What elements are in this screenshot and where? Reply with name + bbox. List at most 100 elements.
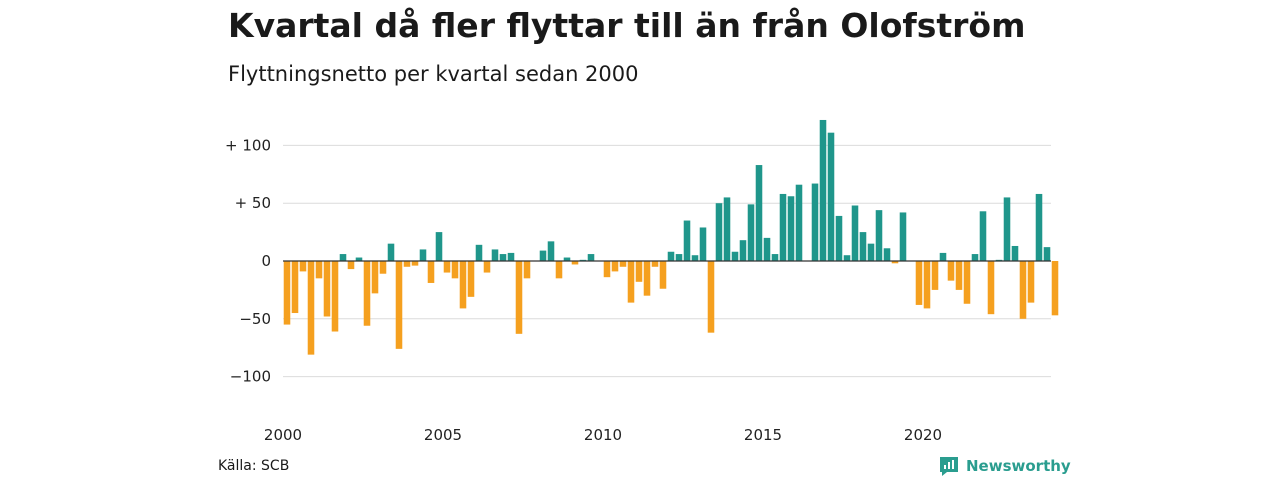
bar — [683, 220, 691, 261]
gridlines — [283, 144, 1051, 378]
source-label: Källa: SCB — [218, 458, 290, 474]
x-tick-label: 2005 — [424, 426, 462, 444]
bar — [587, 254, 595, 261]
bar — [283, 261, 291, 325]
bar — [483, 261, 491, 273]
bar — [515, 261, 523, 334]
bar — [419, 249, 427, 261]
brand-logo[interactable]: Newsworthy — [938, 455, 1071, 477]
bar — [771, 254, 779, 261]
bar — [963, 261, 971, 304]
bar — [755, 165, 763, 261]
bar — [427, 261, 435, 283]
bar — [411, 261, 419, 266]
bar — [651, 261, 659, 267]
bar — [955, 261, 963, 290]
bar — [787, 196, 795, 261]
bar — [971, 254, 979, 261]
bar — [547, 241, 555, 261]
bar — [987, 261, 995, 315]
bar — [707, 261, 715, 333]
bar — [491, 249, 499, 261]
bar — [403, 261, 411, 267]
x-tick-label: 2010 — [584, 426, 622, 444]
chart-title: Kvartal då fler flyttar till än från Olo… — [228, 6, 1026, 45]
bar — [795, 184, 803, 261]
bar — [763, 237, 771, 261]
bar — [459, 261, 467, 309]
bar — [891, 261, 899, 264]
bar — [395, 261, 403, 349]
x-tick-label: 2020 — [904, 426, 942, 444]
y-tick-label: 0 — [261, 252, 271, 270]
bar — [859, 232, 867, 261]
bar — [371, 261, 379, 294]
bar — [1011, 245, 1019, 261]
bar — [1003, 197, 1011, 261]
bar — [475, 244, 483, 261]
bar — [939, 252, 947, 261]
y-tick-label: + 100 — [225, 136, 271, 154]
bar — [875, 210, 883, 261]
bar — [611, 261, 619, 272]
bar — [715, 203, 723, 261]
bar — [291, 261, 299, 314]
bar — [883, 248, 891, 261]
bar — [699, 227, 707, 261]
bar — [667, 251, 675, 261]
bar — [315, 261, 323, 279]
bar — [523, 261, 531, 279]
bar — [363, 261, 371, 326]
brand-name: Newsworthy — [966, 457, 1071, 475]
bar — [507, 252, 515, 261]
bar — [843, 255, 851, 261]
y-tick-label: −50 — [239, 310, 271, 328]
bar — [1043, 247, 1051, 261]
newsworthy-icon — [940, 457, 958, 476]
bar — [659, 261, 667, 289]
bar — [451, 261, 459, 279]
bar — [779, 193, 787, 261]
bar — [915, 261, 923, 305]
bar — [355, 257, 363, 261]
bar — [339, 254, 347, 261]
bar — [1027, 261, 1035, 303]
bar — [307, 261, 315, 355]
bar — [723, 197, 731, 261]
bar — [851, 205, 859, 261]
bar — [835, 215, 843, 261]
bar — [627, 261, 635, 303]
bar — [643, 261, 651, 296]
bar — [819, 119, 827, 261]
x-axis-labels: 2000 2005 2010 2015 2020 — [264, 426, 942, 444]
bar — [571, 261, 579, 265]
bar — [811, 183, 819, 261]
bar — [691, 255, 699, 261]
bar — [979, 211, 987, 261]
bar — [323, 261, 331, 317]
bar — [947, 261, 955, 281]
bar — [675, 254, 683, 261]
bar — [1019, 261, 1027, 319]
bar — [635, 261, 643, 282]
bar — [555, 261, 563, 279]
bar — [299, 261, 307, 272]
bar — [899, 212, 907, 261]
bar — [435, 232, 443, 261]
bar — [747, 204, 755, 261]
bar — [331, 261, 339, 332]
bar — [731, 251, 739, 261]
y-tick-label: −100 — [230, 368, 271, 386]
bar — [619, 261, 627, 267]
bar — [1051, 261, 1059, 316]
bar — [347, 261, 355, 270]
bar — [563, 257, 571, 261]
bar — [867, 243, 875, 261]
bar — [387, 243, 395, 261]
bar — [539, 250, 547, 261]
bar — [739, 240, 747, 261]
bar — [1035, 193, 1043, 261]
y-tick-label: + 50 — [235, 194, 271, 212]
x-tick-label: 2000 — [264, 426, 302, 444]
